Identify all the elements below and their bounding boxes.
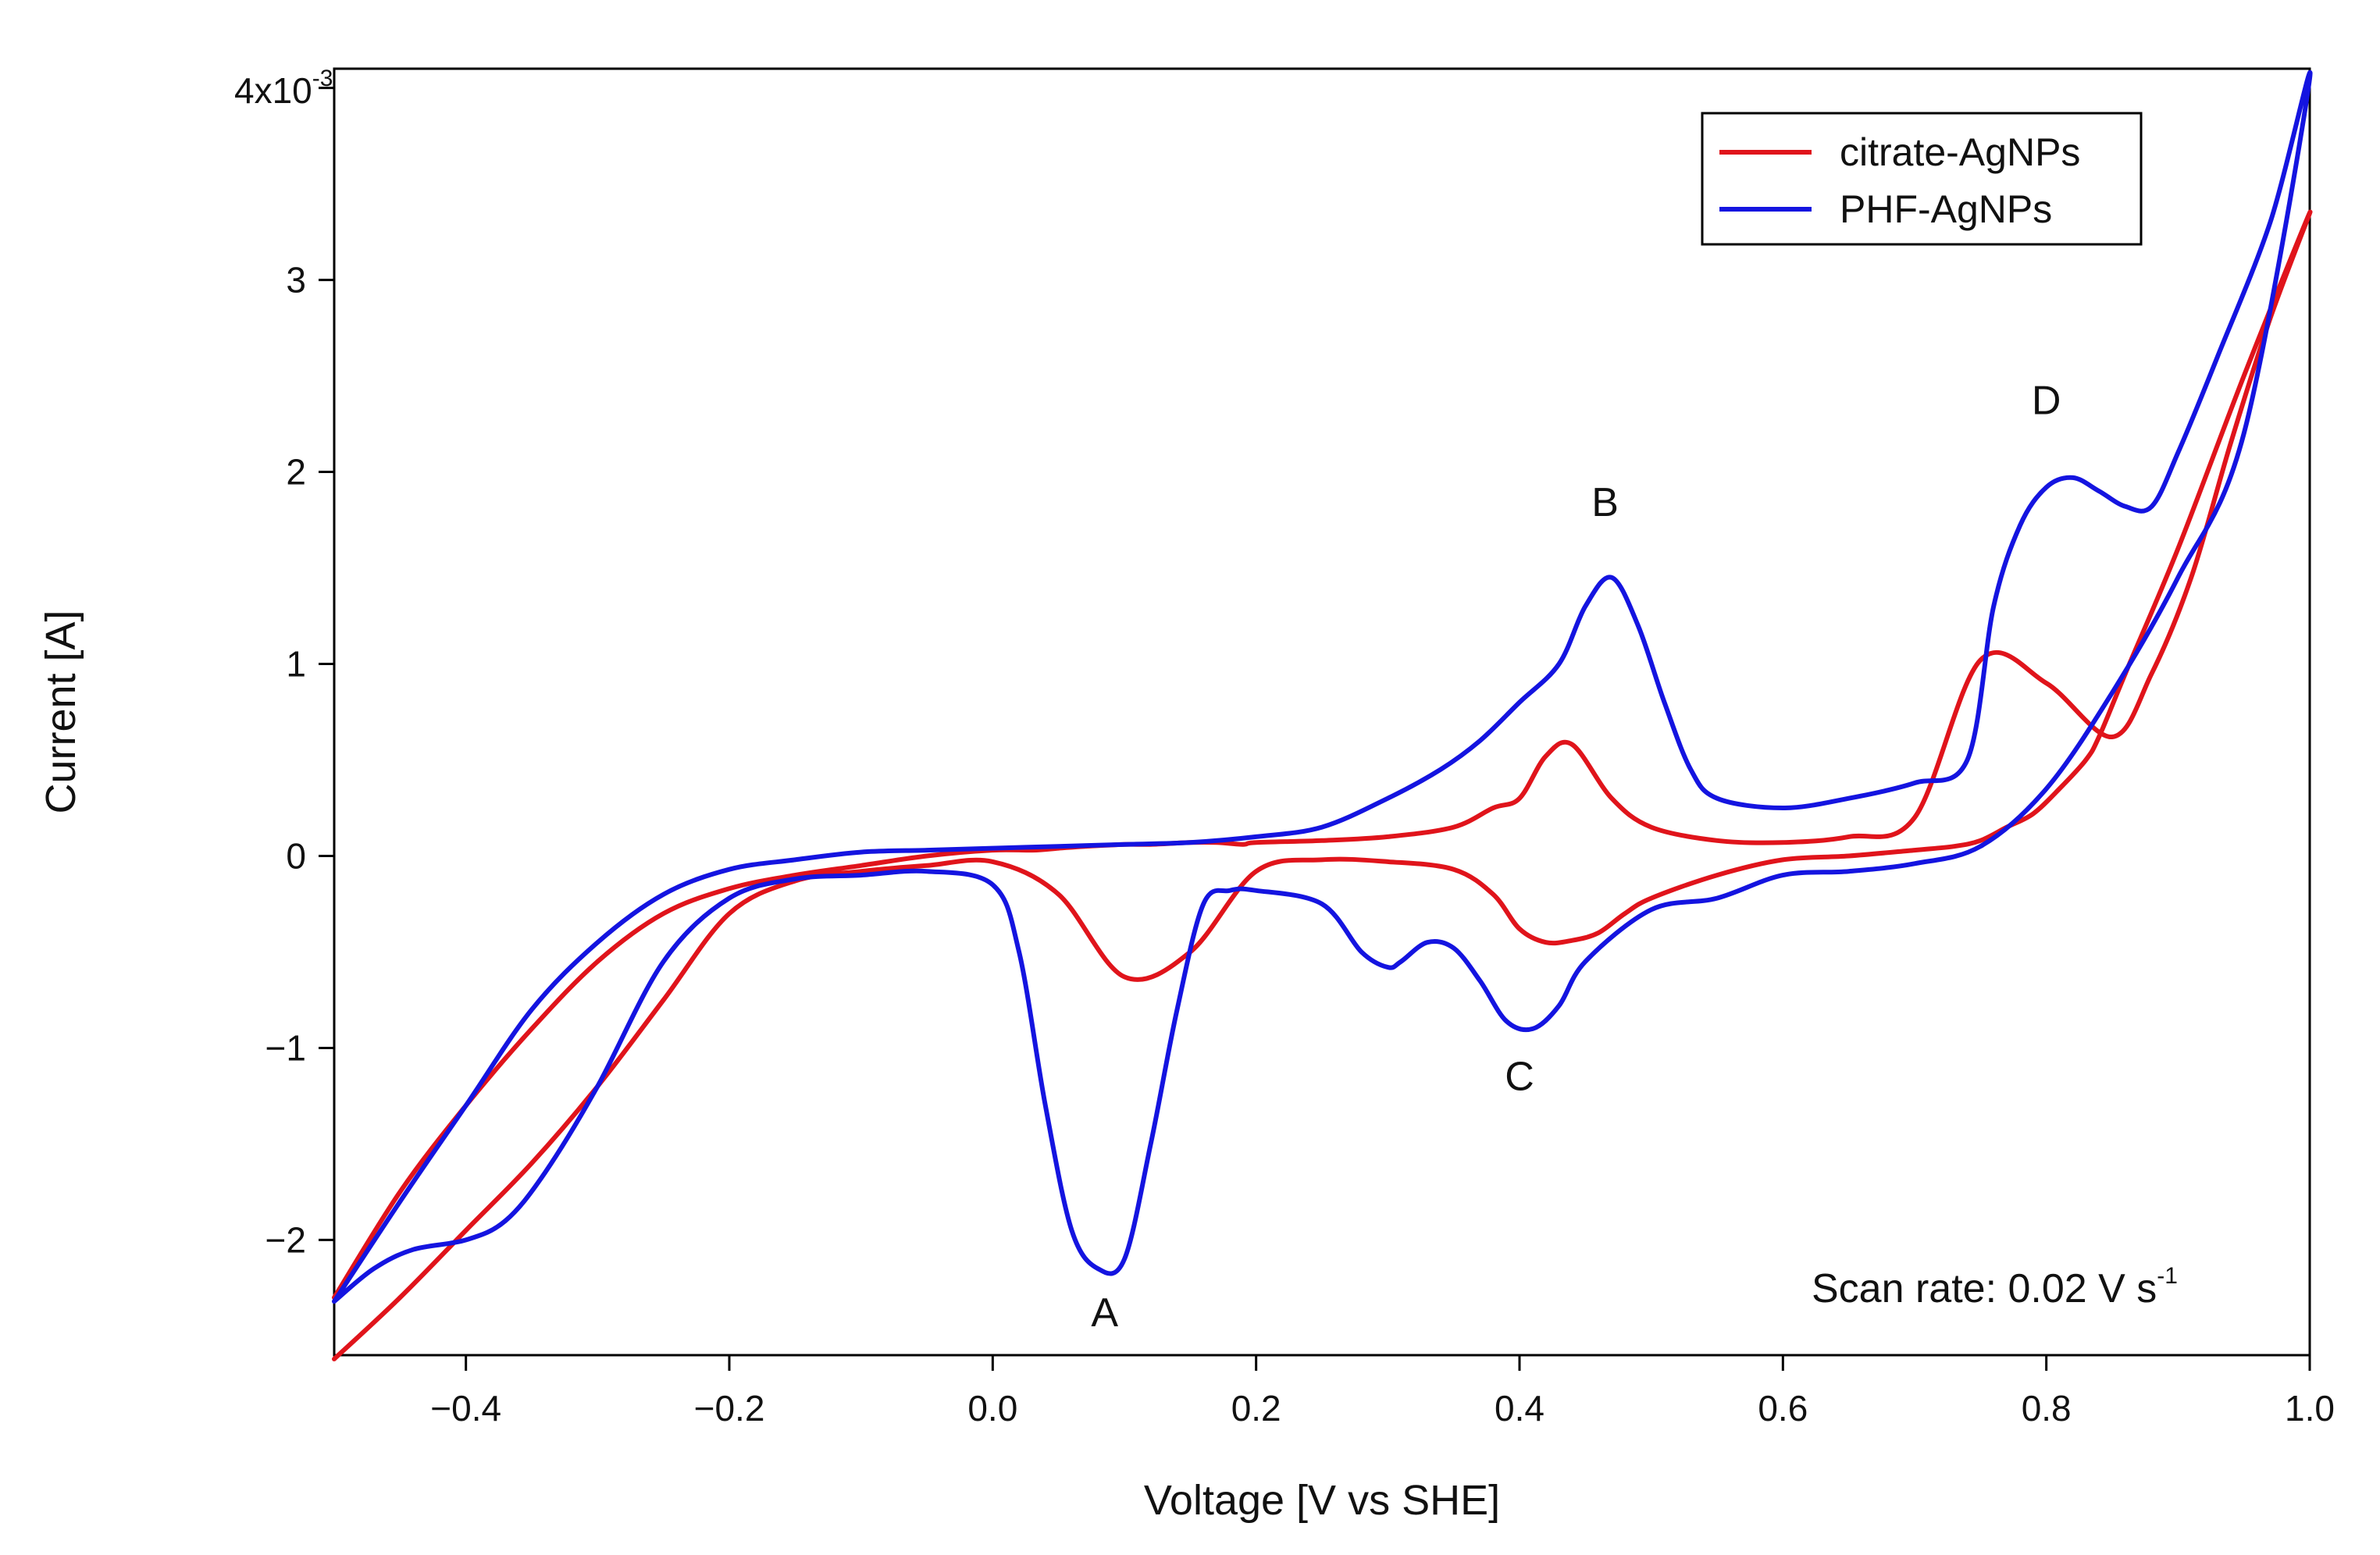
x-axis-title: Voltage [V vs SHE] (1144, 1477, 1500, 1524)
x-tick-label: 0.8 (2022, 1388, 2072, 1429)
x-tick-label: 0.0 (967, 1388, 1017, 1429)
peak-label-a: A (1091, 1290, 1118, 1336)
y-tick-label: 3 (286, 260, 306, 301)
y-tick-label: 0 (286, 835, 306, 876)
y-multiplier-label: x10 (255, 70, 312, 111)
plot-frame (333, 67, 2311, 1357)
svg-text:4x10-3: 4x10-3 (234, 66, 333, 111)
citrate-agnps-curve (332, 209, 2313, 1361)
phf-agnps-curve (332, 69, 2313, 1304)
x-tick-label: 0.6 (1758, 1388, 1808, 1429)
y-tick-label: 2 (286, 452, 306, 493)
y-tick-label: 1 (286, 644, 306, 685)
scan-rate-text: Scan rate: 0.02 V s (1812, 1266, 2157, 1311)
y-tick-label: −1 (265, 1027, 306, 1068)
peak-annotations: A B C D (1091, 379, 2061, 1336)
peak-label-b: B (1591, 480, 1619, 525)
legend-box (1701, 112, 2143, 246)
legend-label-phf: PHF-AgNPs (1840, 187, 2052, 231)
y-multiplier-exp: -3 (312, 66, 333, 91)
scan-rate-exp: -1 (2157, 1263, 2178, 1289)
legend-label-citrate: citrate-AgNPs (1840, 130, 2080, 174)
y-tick-label: −2 (265, 1219, 306, 1260)
legend: citrate-AgNPs PHF-AgNPs (1701, 112, 2143, 246)
y-multiplier-base: 4 (234, 70, 255, 111)
tick-labels: −0.4 −0.2 0.0 0.2 0.4 0.6 0.8 1.0 3 2 1 0 −1 −2 (265, 260, 2335, 1429)
x-tick-label: 0.4 (1495, 1388, 1545, 1429)
x-tick-label: −0.4 (430, 1388, 501, 1429)
x-tick-label: 1.0 (2285, 1388, 2335, 1429)
curves (332, 69, 2313, 1361)
x-tick-label: 0.2 (1231, 1388, 1281, 1429)
axis-ticks (319, 87, 2311, 1371)
scan-rate-note: Scan rate: 0.02 V s-1 (1812, 1263, 2178, 1311)
y-multiplier: 4x10-3 (234, 66, 333, 111)
x-tick-label: −0.2 (694, 1388, 765, 1429)
y-axis-title: Current [A] (37, 610, 84, 813)
peak-label-d: D (2032, 379, 2061, 424)
peak-label-c: C (1505, 1055, 1534, 1100)
